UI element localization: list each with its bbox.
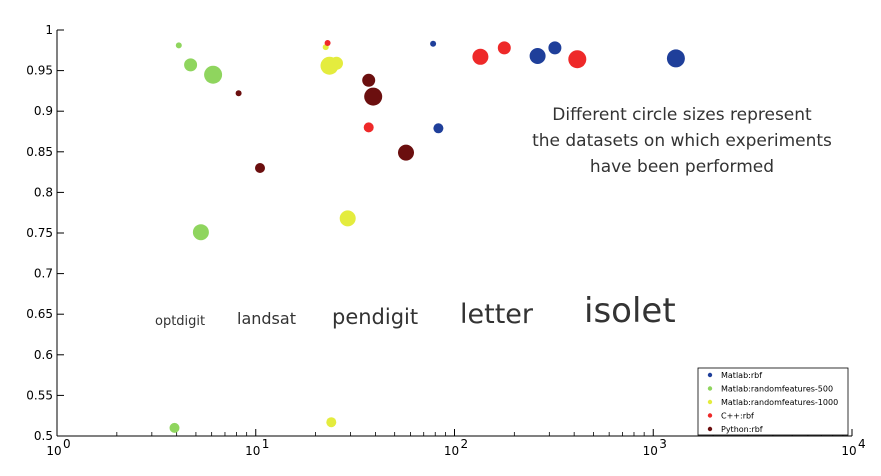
dataset-size-labels: optdigit landsat pendigit letter isolet (155, 291, 676, 331)
legend-label-4: Python:rbf (721, 425, 763, 434)
x-tick-label: 10 (245, 444, 260, 458)
point-series-3-pendigit (497, 41, 511, 55)
point-series-4-optdigit (235, 90, 242, 97)
y-tick-label: 0.95 (26, 64, 53, 78)
point-series-3-isolet (568, 50, 587, 69)
legend-marker-2 (707, 399, 713, 405)
x-tick-label: 10 (643, 444, 658, 458)
point-series-0-pendigit (548, 41, 562, 55)
x-tick-exponent: 3 (659, 437, 667, 451)
legend-marker-1 (707, 386, 713, 391)
annotation-line-2: the datasets on which experiments (532, 131, 832, 151)
point-series-0-optdigit (430, 40, 437, 47)
legend-marker-3 (707, 413, 713, 418)
point-series-3-landsat (363, 122, 374, 133)
y-tick-label: 0.5 (34, 429, 53, 443)
point-series-4-landsat (255, 163, 265, 173)
size-label-pendigit: pendigit (332, 305, 418, 329)
legend-label-0: Matlab:rbf (721, 371, 762, 380)
point-series-3-letter (472, 48, 489, 65)
y-tick-label: 0.6 (34, 348, 53, 362)
point-series-1-optdigit (175, 42, 182, 49)
data-points (169, 40, 685, 433)
y-tick-label: 0.7 (34, 267, 53, 281)
point-series-0-isolet (666, 49, 685, 68)
point-series-1-isolet (204, 65, 223, 84)
legend: Matlab:rbf Matlab:randomfeatures-500 Matla… (697, 367, 849, 436)
x-tick-label: 10 (841, 444, 856, 458)
point-series-4-isolet (364, 87, 383, 106)
point-series-1-landsat (169, 422, 180, 433)
annotation-line-3: have been performed (590, 157, 774, 177)
point-series-4-letter (398, 144, 414, 161)
size-annotation: Different circle sizes represent the dat… (532, 105, 832, 177)
x-tick-label: 10 (46, 444, 61, 458)
legend-label-2: Matlab:randomfeatures-1000 (721, 398, 838, 407)
size-label-landsat: landsat (237, 309, 296, 328)
y-tick-label: 0.75 (26, 226, 53, 240)
point-series-0-landsat (433, 123, 444, 134)
legend-label-3: C++:rbf (721, 412, 754, 421)
y-tick-label: 0.55 (26, 388, 53, 402)
point-series-1-letter (192, 224, 209, 241)
x-tick-exponent: 4 (858, 437, 866, 451)
legend-marker-4 (707, 426, 713, 432)
x-tick-exponent: 0 (63, 437, 71, 451)
point-series-0-letter (529, 48, 546, 64)
y-tick-label: 1 (45, 23, 53, 37)
legend-marker-0 (707, 372, 713, 378)
x-tick-exponent: 2 (461, 437, 469, 451)
x-tick-label: 10 (444, 444, 459, 458)
point-series-4-pendigit (362, 73, 376, 87)
size-label-isolet: isolet (584, 291, 676, 331)
y-tick-label: 0.9 (34, 104, 53, 118)
annotation-line-1: Different circle sizes represent (552, 105, 812, 125)
size-label-letter: letter (460, 299, 534, 330)
x-axis-ticks: 10 0 10 1 10 2 10 3 10 4 (46, 429, 866, 458)
point-series-2-landsat (326, 417, 337, 428)
y-axis-ticks: 0.5 0.55 0.6 0.65 0.7 0.75 0.8 0.85 0.9 0.95 1 (26, 23, 64, 443)
y-tick-label: 0.65 (26, 307, 53, 321)
y-tick-label: 0.8 (34, 185, 53, 199)
point-series-2-letter (339, 210, 356, 227)
legend-label-1: Matlab:randomfeatures-500 (721, 385, 833, 394)
y-tick-label: 0.85 (26, 145, 53, 159)
x-tick-exponent: 1 (262, 437, 270, 451)
size-label-optdigit: optdigit (155, 314, 205, 329)
point-series-2-isolet (320, 56, 339, 75)
point-series-3-optdigit (324, 40, 331, 46)
point-series-1-pendigit (184, 58, 198, 72)
